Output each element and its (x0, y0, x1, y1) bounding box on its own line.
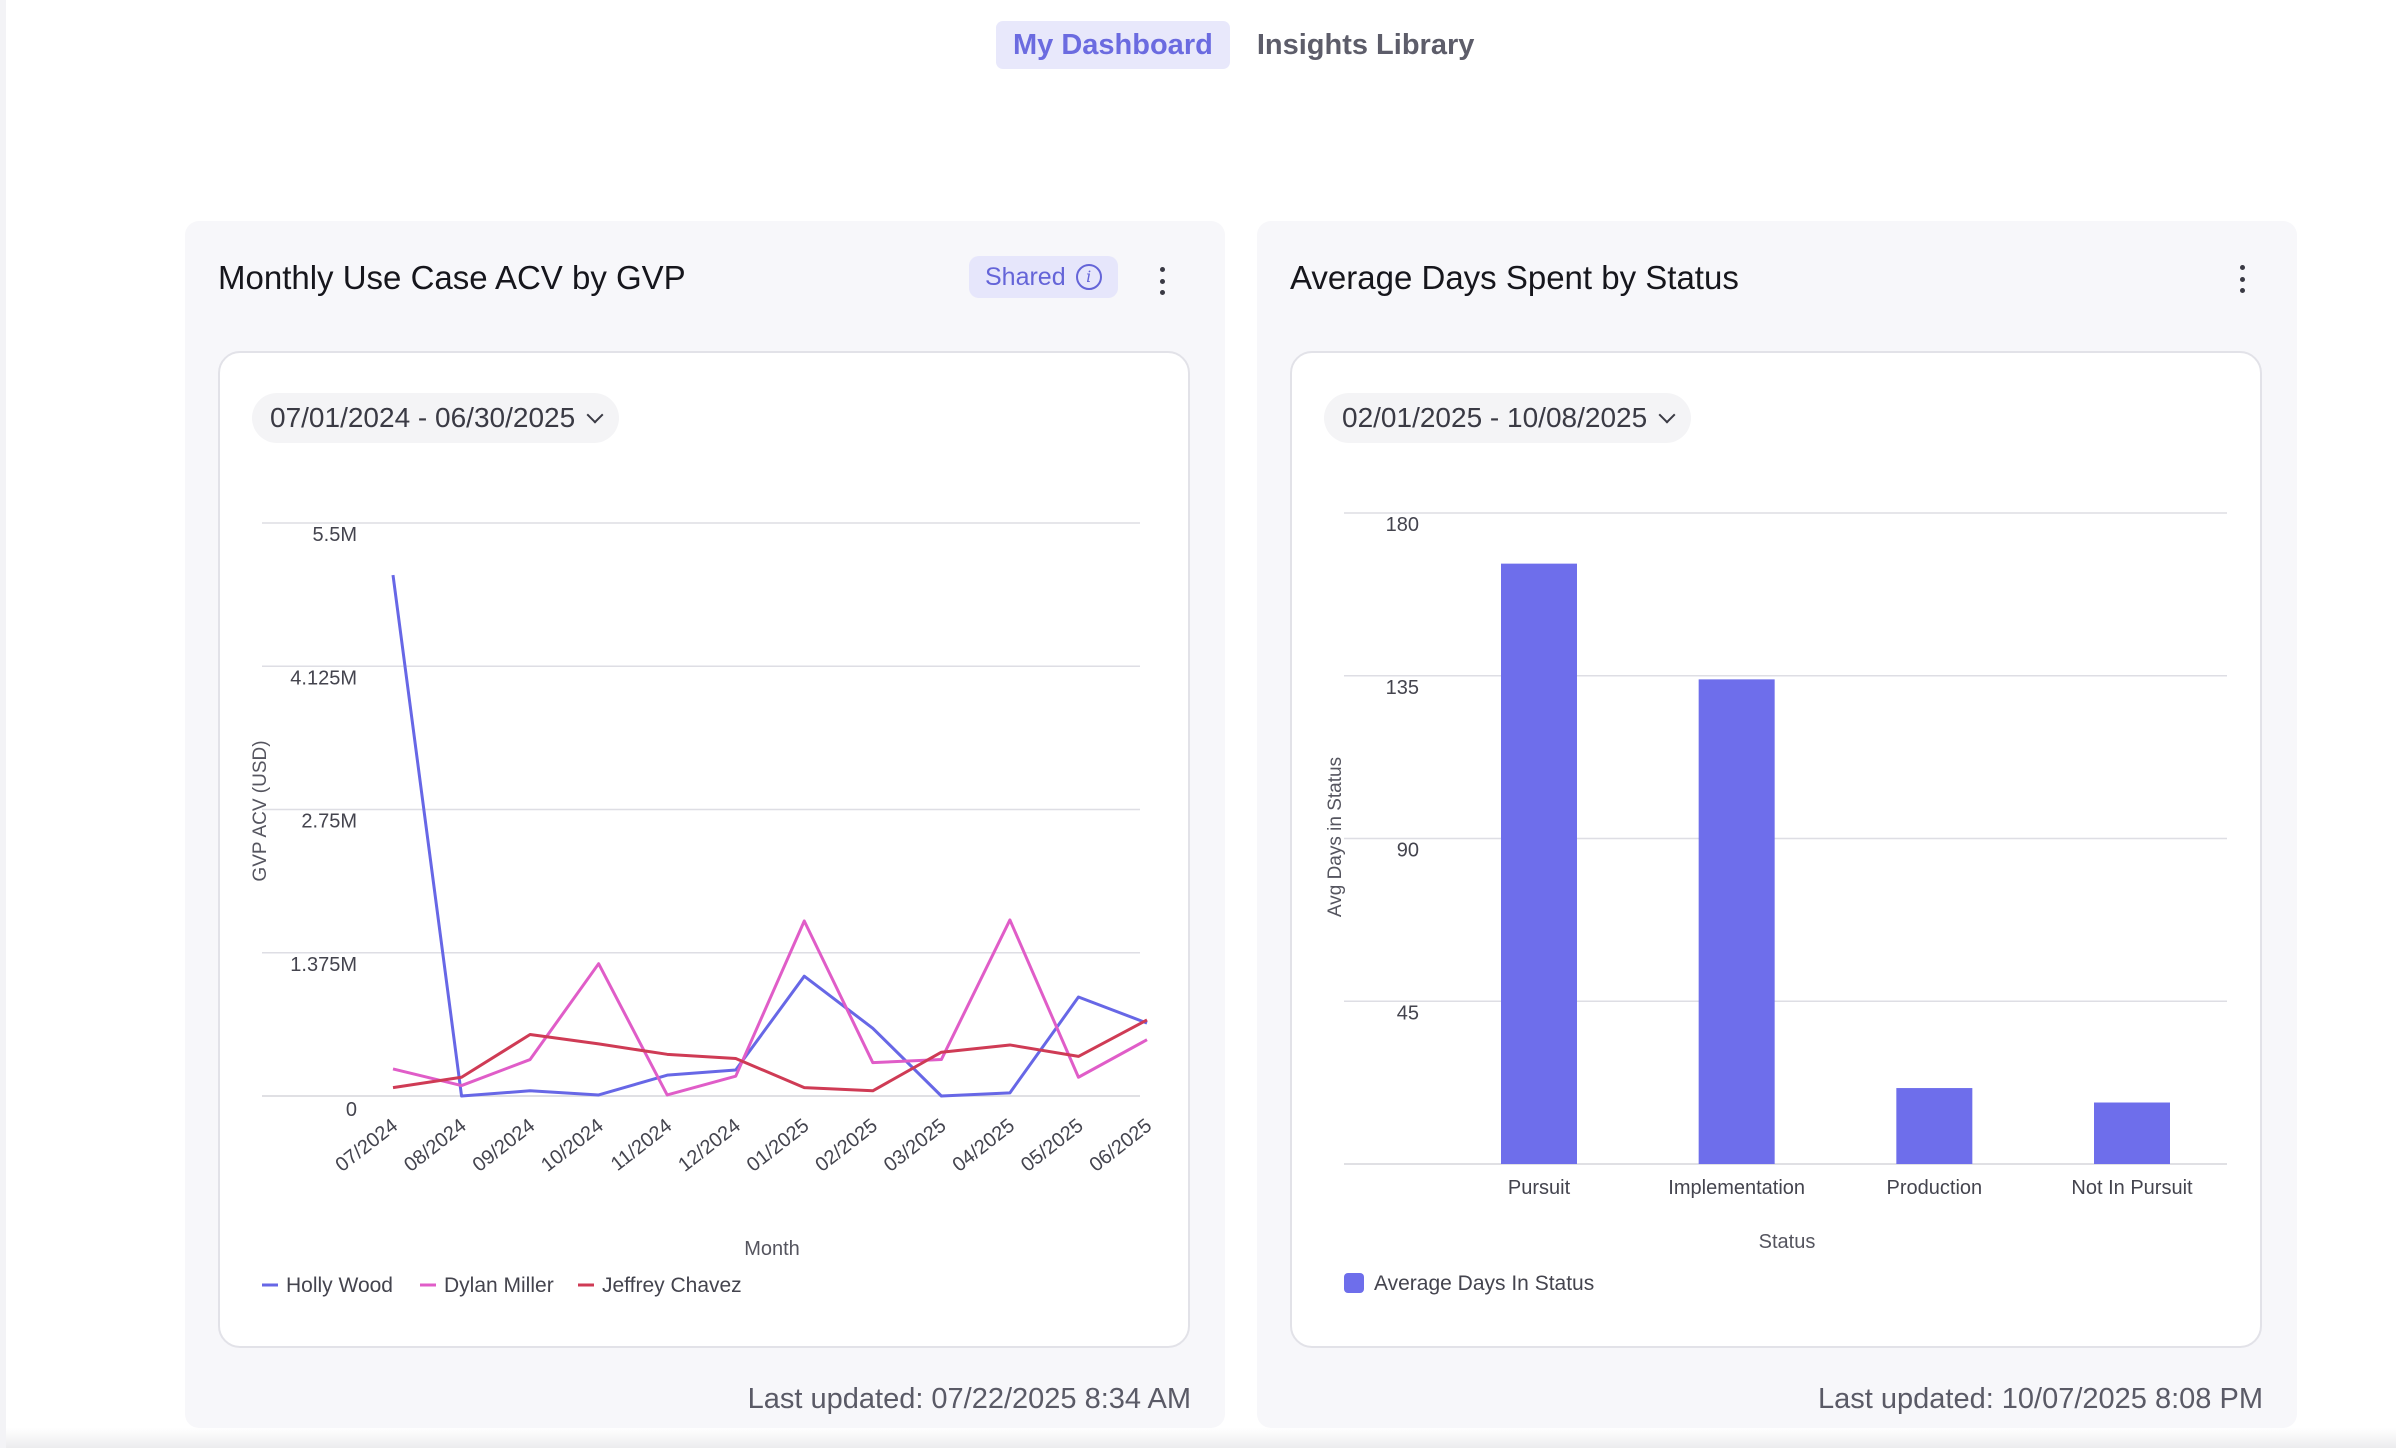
legend-swatch (1344, 1273, 1364, 1293)
x-tick-label: Pursuit (1508, 1177, 1571, 1199)
series-line (392, 918, 1148, 1097)
y-tick-label: 135 (1386, 677, 1419, 699)
x-tick-label: 05/2025 (1017, 1115, 1088, 1177)
acv-card: Monthly Use Case ACV by GVP Shared i 07/… (185, 221, 1225, 1428)
last-updated-value: 10/07/2025 8:08 PM (2001, 1383, 2263, 1415)
x-tick-label: 12/2024 (674, 1115, 745, 1177)
more-options-icon[interactable] (1150, 263, 1174, 299)
last-updated-value: 07/22/2025 8:34 AM (931, 1383, 1191, 1415)
y-tick-label: 0 (346, 1099, 357, 1121)
y-tick-label: 1.375M (290, 954, 357, 976)
x-tick-label: 01/2025 (743, 1115, 814, 1177)
y-axis-label: Avg Days in Status (1325, 757, 1346, 917)
x-tick-label: 09/2024 (469, 1115, 540, 1177)
top-tabs: My Dashboard Insights Library (996, 21, 1491, 69)
info-icon[interactable]: i (1075, 264, 1102, 290)
date-range-value: 07/01/2024 - 06/30/2025 (270, 402, 576, 433)
y-tick-label: 180 (1386, 514, 1419, 536)
more-options-icon[interactable] (2230, 261, 2254, 297)
last-updated-label: Last updated: (747, 1383, 924, 1415)
bar (1501, 563, 1577, 1164)
bar-chart: 45 90 135 180 Avg Days in Status Pursuit Imple… (1325, 512, 2227, 1295)
bottom-shadow (6, 1428, 2396, 1448)
tab-insights-library[interactable]: Insights Library (1256, 29, 1475, 61)
x-tick-label: Implementation (1668, 1177, 1805, 1199)
y-tick-label: 5.5M (313, 524, 357, 546)
shared-badge[interactable]: Shared i (969, 256, 1118, 298)
date-range-selector[interactable]: 02/01/2025 - 10/08/2025 (1324, 393, 1692, 443)
legend-label: Holly Wood (286, 1274, 393, 1297)
x-tick-label: 07/2024 (332, 1115, 403, 1177)
last-updated-label: Last updated: (1818, 1383, 1994, 1415)
series-line (391, 574, 1148, 1098)
y-axis-label: GVP ACV (USD) (250, 740, 271, 881)
x-tick-label: 10/2024 (537, 1115, 608, 1177)
x-tick-label: Production (1887, 1177, 1983, 1199)
x-tick-label: 06/2025 (1086, 1115, 1157, 1177)
days-status-card: Average Days Spent by Status 02/01/2025 … (1257, 221, 2297, 1428)
y-tick-label: 2.75M (301, 811, 357, 833)
last-updated: Last updated: 10/07/2025 8:08 PM (1810, 1383, 2263, 1416)
card-title: Average Days Spent by Status (1290, 259, 1739, 296)
line-chart: 0 1.375M 2.75M 4.125M 5.5M GVP ACV (USD) 07/20… (250, 522, 1157, 1297)
x-axis-label: Status (1759, 1231, 1816, 1253)
x-tick-label: 02/2025 (811, 1115, 882, 1177)
legend-label: Jeffrey Chavez (602, 1274, 742, 1297)
tab-my-dashboard[interactable]: My Dashboard (996, 21, 1230, 69)
x-tick-label: Not In Pursuit (2071, 1177, 2193, 1199)
x-tick-label: 08/2024 (400, 1115, 471, 1177)
bar (1698, 679, 1775, 1164)
legend-label: Dylan Miller (444, 1274, 554, 1297)
chart-panel: 07/01/2024 - 06/30/2025 0 1.375M 2.75M 4.12… (218, 351, 1190, 1348)
x-axis-label: Month (744, 1238, 800, 1260)
shared-badge-label: Shared (985, 263, 1066, 291)
date-range-selector[interactable]: 07/01/2024 - 06/30/2025 (252, 393, 620, 443)
bar (1896, 1088, 1973, 1164)
chart-panel: 02/01/2025 - 10/08/2025 45 90 135 180 Avg Da… (1290, 351, 2262, 1348)
bar (2094, 1102, 2170, 1164)
series-line (392, 1018, 1148, 1093)
x-tick-label: 04/2025 (948, 1115, 1019, 1177)
card-title: Monthly Use Case ACV by GVP (218, 259, 686, 296)
x-tick-label: 03/2025 (880, 1115, 951, 1177)
y-tick-label: 45 (1397, 1002, 1419, 1024)
legend-label: Average Days In Status (1374, 1272, 1594, 1295)
y-tick-label: 4.125M (290, 667, 357, 689)
y-tick-label: 90 (1397, 840, 1419, 862)
x-tick-label: 11/2024 (607, 1115, 676, 1176)
date-range-value: 02/01/2025 - 10/08/2025 (1342, 402, 1648, 433)
last-updated: Last updated: 07/22/2025 8:34 AM (740, 1383, 1191, 1416)
